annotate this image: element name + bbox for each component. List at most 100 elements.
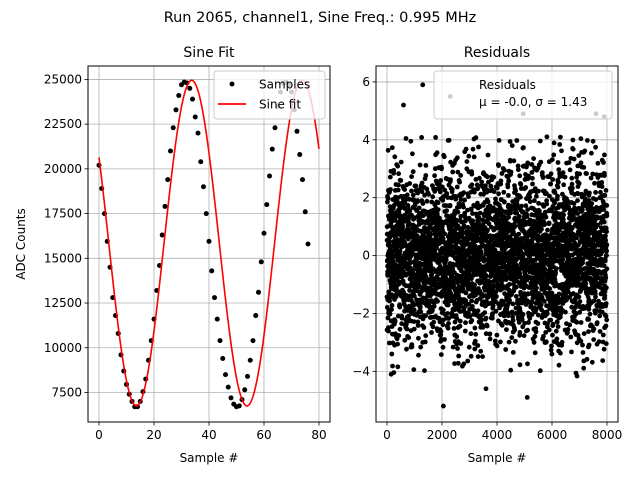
residual-point bbox=[490, 284, 496, 290]
residual-point bbox=[549, 290, 555, 296]
residual-point bbox=[543, 339, 549, 345]
residual-point bbox=[555, 324, 561, 329]
residual-point bbox=[413, 183, 419, 189]
sample-point bbox=[176, 93, 182, 99]
residual-point bbox=[494, 294, 499, 299]
residuals-ticks: 0 2000 4000 6000 8000 −4 −2 0 2 4 6 bbox=[352, 75, 622, 442]
residual-point bbox=[507, 139, 513, 144]
residual-point bbox=[486, 221, 492, 227]
residual-point bbox=[434, 245, 439, 251]
residual-point bbox=[485, 174, 490, 180]
residuals-ytick-label: 0 bbox=[362, 249, 370, 263]
residual-point bbox=[548, 171, 554, 177]
residual-point bbox=[590, 214, 596, 219]
residual-point bbox=[491, 174, 497, 180]
residual-point bbox=[509, 335, 515, 340]
residual-point bbox=[473, 331, 479, 337]
residual-outlier-point bbox=[388, 371, 394, 377]
sine-fit-ytick-label: 12500 bbox=[44, 296, 82, 310]
residual-point bbox=[411, 216, 417, 222]
residual-point bbox=[577, 299, 583, 304]
residual-point bbox=[576, 242, 581, 248]
residual-point bbox=[596, 298, 601, 304]
residual-point bbox=[576, 294, 582, 300]
residual-point bbox=[586, 329, 591, 334]
residual-point bbox=[516, 252, 522, 258]
residual-point bbox=[583, 281, 589, 286]
residual-point bbox=[458, 309, 463, 314]
residual-point bbox=[385, 315, 391, 321]
sample-point bbox=[272, 125, 278, 131]
residual-point bbox=[536, 200, 541, 206]
residual-point bbox=[422, 339, 428, 345]
residual-point bbox=[554, 266, 559, 271]
residuals-legend-label: Residuals bbox=[479, 78, 536, 92]
sample-point bbox=[173, 107, 179, 113]
residual-point bbox=[466, 194, 471, 200]
residual-outlier-point bbox=[401, 102, 406, 108]
residual-point bbox=[419, 189, 425, 195]
residual-point bbox=[387, 340, 392, 346]
residual-point bbox=[577, 309, 583, 315]
residual-point bbox=[439, 166, 444, 172]
residual-point bbox=[466, 344, 472, 350]
residual-point bbox=[549, 343, 554, 349]
residual-point bbox=[490, 315, 495, 321]
residual-point bbox=[588, 175, 594, 181]
residual-point bbox=[552, 200, 557, 206]
residual-point bbox=[558, 134, 563, 140]
residual-point bbox=[407, 288, 412, 293]
residual-point bbox=[578, 160, 584, 166]
sine-fit-xtick-label: 60 bbox=[256, 428, 271, 442]
residual-point bbox=[584, 356, 590, 362]
residual-point bbox=[602, 193, 608, 198]
residual-point bbox=[442, 187, 448, 193]
residual-point bbox=[527, 315, 533, 321]
residual-point bbox=[438, 352, 444, 357]
residual-point bbox=[570, 137, 576, 143]
residual-point bbox=[484, 323, 490, 329]
residual-point bbox=[441, 154, 447, 160]
residual-point bbox=[449, 187, 455, 192]
residual-point bbox=[548, 317, 554, 323]
residual-point bbox=[494, 332, 500, 338]
residual-point bbox=[526, 173, 531, 179]
residual-point bbox=[542, 266, 548, 272]
residual-point bbox=[485, 227, 490, 233]
residual-point bbox=[546, 220, 552, 226]
residual-point bbox=[535, 321, 541, 326]
residual-point bbox=[404, 326, 410, 332]
residual-point bbox=[395, 163, 401, 169]
residual-point bbox=[501, 199, 507, 205]
residual-point bbox=[387, 298, 392, 304]
residual-point bbox=[392, 319, 398, 324]
residual-point bbox=[485, 152, 491, 158]
residual-point bbox=[530, 175, 535, 181]
sine-fit-axes: Sine Fit 0 20 40 60 80 7500 10000 12500 15000 175… bbox=[14, 45, 331, 465]
residual-point bbox=[498, 339, 503, 345]
residual-point bbox=[599, 180, 605, 185]
residual-point bbox=[452, 296, 458, 301]
residual-point bbox=[574, 340, 580, 346]
residual-point bbox=[444, 208, 449, 214]
residual-point bbox=[603, 341, 609, 347]
residual-point bbox=[397, 326, 403, 332]
residual-point bbox=[544, 134, 550, 140]
residual-point bbox=[569, 181, 575, 187]
residual-point bbox=[510, 350, 516, 355]
residual-point bbox=[545, 279, 551, 285]
residual-point bbox=[438, 332, 444, 338]
residual-point bbox=[581, 192, 587, 198]
residual-point bbox=[461, 204, 466, 210]
residual-point bbox=[417, 162, 423, 168]
residual-point bbox=[603, 233, 608, 239]
residual-point bbox=[490, 303, 496, 309]
residuals-xtick-label: 6000 bbox=[537, 428, 568, 442]
residual-point bbox=[388, 187, 393, 192]
residual-point bbox=[469, 298, 474, 304]
residual-point bbox=[600, 358, 606, 363]
residual-point bbox=[547, 193, 552, 199]
residual-point bbox=[402, 187, 408, 193]
residual-point bbox=[602, 258, 608, 264]
residual-point bbox=[579, 207, 585, 213]
